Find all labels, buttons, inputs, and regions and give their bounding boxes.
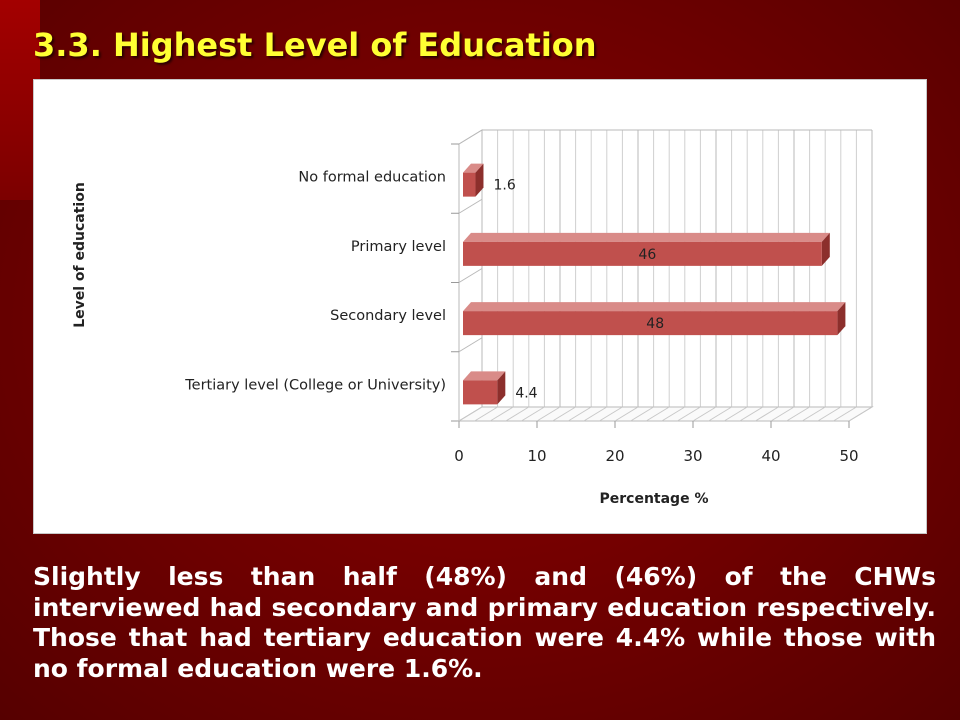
data-label: 1.6: [493, 178, 515, 194]
chart-grid: [451, 129, 874, 428]
bar-top: [463, 302, 846, 312]
category-separator: [458, 129, 483, 145]
data-label: 48: [646, 316, 664, 332]
floor-gridline: [645, 406, 670, 422]
floor-gridline: [739, 406, 764, 422]
x-axis-title: Percentage %: [600, 491, 709, 507]
floor-gridline: [723, 406, 748, 422]
floor-gridline: [458, 406, 483, 422]
floor-gridline: [474, 406, 498, 422]
floor-gridline: [521, 406, 545, 422]
floor-gridline: [755, 406, 779, 422]
floor-gridline: [583, 406, 608, 422]
x-tick-label: 40: [761, 447, 780, 465]
category-label: Tertiary level (College or University): [184, 377, 446, 393]
floor-gridline: [770, 406, 795, 422]
bar-side: [497, 371, 506, 405]
floor-gridline: [552, 406, 576, 422]
bar: [463, 172, 476, 197]
bar: [463, 311, 838, 336]
bar: [463, 241, 822, 266]
bar-top: [463, 232, 830, 242]
y-axis-title: Level of education: [72, 182, 88, 328]
data-label: 4.4: [515, 385, 537, 401]
category-label: Secondary level: [330, 308, 446, 324]
floor-gridline: [505, 406, 530, 422]
floor-gridline: [630, 406, 654, 422]
x-tick-label: 20: [605, 447, 624, 465]
bar-side: [837, 302, 846, 336]
floor-gridline: [567, 406, 592, 422]
bar-side: [475, 163, 484, 197]
data-label: 46: [638, 247, 656, 263]
chart-labels: 1.6 No formal education 46 Primary level 48 S…: [184, 170, 858, 465]
x-tick-label: 0: [454, 447, 464, 465]
bar-top: [463, 371, 506, 381]
floor-gridline: [801, 406, 826, 422]
floor-gridline: [489, 406, 514, 422]
category-separator: [458, 337, 483, 353]
floor-gridline: [848, 406, 873, 422]
floor-gridline: [677, 406, 701, 422]
bar-chart: 1.6 No formal education 46 Primary level 48 S…: [72, 129, 874, 507]
chart-panel: 1.6 No formal education 46 Primary level 48 S…: [33, 79, 927, 534]
x-tick-label: 30: [683, 447, 702, 465]
floor-gridline: [661, 406, 686, 422]
category-label: Primary level: [351, 239, 446, 255]
x-tick-label: 50: [839, 447, 858, 465]
floor-gridline: [786, 406, 810, 422]
chart-bars: [463, 163, 846, 405]
slide-body-text: Slightly less than half (48%) and (46%) …: [33, 562, 936, 683]
floor-gridline: [817, 406, 842, 422]
slide-title: 3.3. Highest Level of Education: [33, 26, 597, 64]
floor-gridline: [692, 406, 717, 422]
floor-gridline: [536, 406, 561, 422]
x-tick-label: 10: [527, 447, 546, 465]
category-separator: [458, 198, 483, 214]
bar-top: [463, 163, 484, 173]
floor-gridline: [614, 406, 639, 422]
bar-side: [821, 232, 830, 266]
floor-gridline: [833, 406, 857, 422]
floor-gridline: [599, 406, 623, 422]
floor-gridline: [708, 406, 732, 422]
bar: [463, 380, 498, 405]
category-label: No formal education: [298, 170, 446, 186]
category-separator: [458, 268, 483, 283]
